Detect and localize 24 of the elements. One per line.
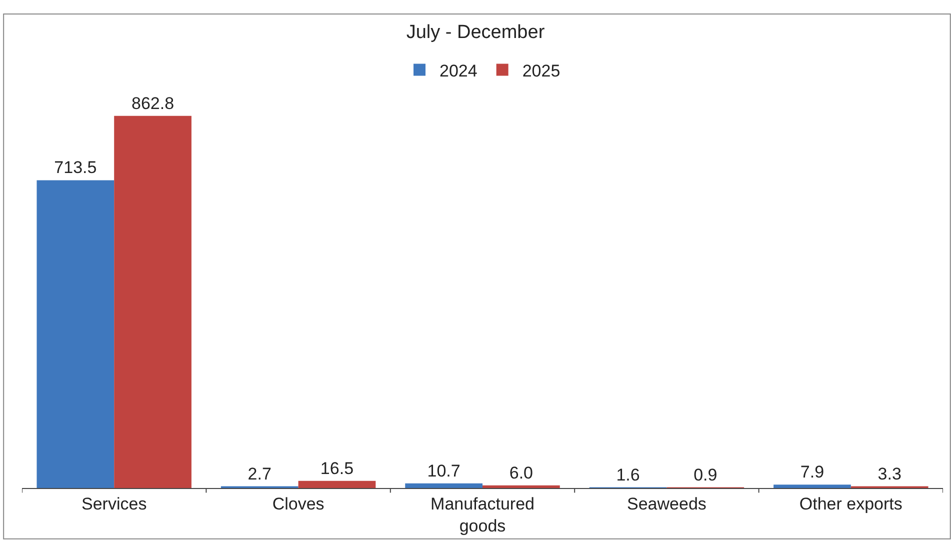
bar — [774, 484, 851, 488]
data-label: 0.9 — [694, 465, 718, 484]
data-label: 1.6 — [616, 465, 640, 484]
data-label: 10.7 — [427, 461, 460, 480]
bar — [298, 480, 376, 488]
x-tick-label: Services — [82, 494, 147, 514]
x-tick-label: Cloves — [272, 494, 324, 514]
data-label: 16.5 — [320, 458, 354, 478]
chart-title: July - December — [406, 22, 546, 44]
bar — [36, 180, 114, 488]
bar — [482, 485, 560, 488]
data-label: 3.3 — [878, 464, 902, 484]
legend-label: 2024 — [440, 61, 478, 80]
bar — [114, 116, 192, 488]
data-label: 2.7 — [248, 464, 272, 484]
data-label: 862.8 — [132, 94, 174, 113]
bar — [405, 483, 482, 488]
data-label: 7.9 — [800, 462, 824, 482]
x-tick-label: Other exports — [799, 494, 902, 514]
data-label: 713.5 — [54, 158, 97, 178]
x-tick-label: Seaweeds — [627, 494, 706, 514]
x-tick-label: Manufactured goods — [430, 494, 534, 536]
legend-label: 2025 — [522, 61, 560, 80]
data-label: 6.0 — [509, 463, 533, 482]
